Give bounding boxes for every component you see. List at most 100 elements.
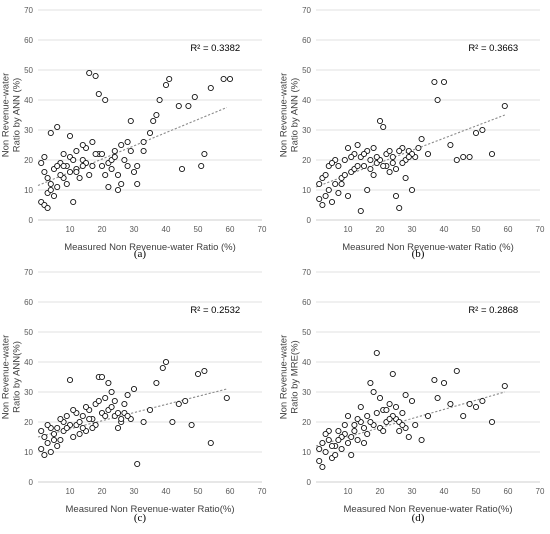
data-point bbox=[86, 171, 93, 179]
y-axis-title-line: Ratio by ANN (%) bbox=[12, 78, 23, 152]
y-tick-label: 10 bbox=[302, 186, 311, 195]
data-point bbox=[194, 370, 202, 378]
data-point bbox=[140, 418, 147, 426]
data-point bbox=[440, 379, 448, 387]
y-axis-title-line: Non Revenue-water bbox=[279, 73, 290, 158]
data-point bbox=[140, 138, 147, 146]
x-tick-label: 50 bbox=[472, 487, 481, 496]
data-point bbox=[182, 397, 189, 405]
data-point bbox=[332, 451, 339, 459]
chart-panel-2: 0 10 20 30 40 50 60 70 10 20 30 40 50 60 70 R² = 0.3663… bbox=[279, 6, 545, 260]
data-point bbox=[102, 171, 109, 179]
y-axis-title-line: Non Revenue-water bbox=[1, 335, 12, 420]
data-point bbox=[412, 421, 419, 429]
y-tick-label: 50 bbox=[24, 328, 33, 337]
y-axis-title-line: Non Revenue-water bbox=[1, 73, 12, 158]
data-point bbox=[399, 409, 406, 417]
x-axis-title: Measured Non Revenue-water Ratio (%) bbox=[64, 242, 236, 253]
x-tick-label: 50 bbox=[194, 487, 203, 496]
y-tick-label: 10 bbox=[302, 448, 311, 457]
y-axis-title-line: Ratio by ANN(%) bbox=[12, 341, 23, 413]
data-point bbox=[66, 132, 74, 140]
data-point bbox=[344, 439, 352, 447]
data-point bbox=[134, 162, 141, 170]
y-tick-label: 40 bbox=[302, 96, 311, 105]
data-point bbox=[367, 165, 374, 173]
data-point bbox=[319, 201, 326, 209]
data-point bbox=[322, 192, 329, 200]
data-point bbox=[124, 391, 131, 399]
panel-label: (b) bbox=[412, 248, 425, 260]
data-point bbox=[54, 123, 61, 131]
panel-label: (c) bbox=[134, 512, 147, 524]
data-point bbox=[418, 135, 425, 143]
data-point bbox=[54, 442, 61, 450]
x-tick-label: 60 bbox=[226, 487, 235, 496]
data-point bbox=[121, 400, 128, 408]
y-axis-title: Non Revenue-waterRatio by ANN (%) bbox=[279, 73, 301, 158]
x-tick-label: 20 bbox=[376, 225, 385, 234]
data-point bbox=[364, 430, 371, 438]
y-tick-label: 30 bbox=[302, 388, 311, 397]
data-point bbox=[89, 138, 96, 146]
data-point bbox=[351, 427, 358, 435]
data-point bbox=[354, 162, 361, 170]
data-point bbox=[47, 129, 54, 137]
y-tick-label: 40 bbox=[24, 96, 33, 105]
data-point bbox=[341, 421, 348, 429]
data-point bbox=[38, 159, 45, 167]
y-tick-label: 0 bbox=[29, 216, 34, 225]
data-point bbox=[453, 367, 460, 375]
data-point bbox=[431, 376, 438, 384]
y-tick-label: 70 bbox=[302, 268, 311, 277]
y-tick-label: 60 bbox=[24, 298, 33, 307]
x-tick-label: 10 bbox=[344, 487, 353, 496]
data-point bbox=[89, 162, 96, 170]
data-point bbox=[434, 96, 441, 104]
data-point bbox=[41, 168, 48, 176]
data-point bbox=[316, 195, 323, 203]
data-point bbox=[79, 141, 86, 149]
y-tick-label: 70 bbox=[24, 6, 33, 15]
x-tick-label: 60 bbox=[504, 225, 513, 234]
data-point bbox=[364, 186, 371, 194]
data-point bbox=[89, 424, 96, 432]
data-point bbox=[153, 379, 160, 387]
y-tick-label: 10 bbox=[24, 448, 33, 457]
data-point bbox=[169, 418, 176, 426]
data-point bbox=[111, 147, 118, 155]
data-point bbox=[130, 168, 138, 176]
y-tick-label: 20 bbox=[24, 418, 33, 427]
data-point bbox=[98, 162, 106, 170]
panel-label: (d) bbox=[412, 512, 425, 524]
data-point bbox=[60, 150, 67, 158]
data-point bbox=[402, 391, 409, 399]
data-point bbox=[54, 424, 61, 432]
data-point bbox=[153, 111, 160, 119]
data-point bbox=[335, 189, 342, 197]
data-point bbox=[63, 180, 70, 188]
x-axis-title: Measured Non Revenue-water Ratio(%) bbox=[66, 504, 235, 515]
data-point bbox=[386, 147, 393, 155]
data-point bbox=[360, 424, 368, 432]
data-point bbox=[424, 150, 432, 158]
x-tick-label: 40 bbox=[162, 225, 171, 234]
data-point bbox=[57, 171, 64, 179]
x-axis-title: Measured Non Revenue-water Ratio (%) bbox=[342, 242, 514, 253]
y-tick-label: 50 bbox=[302, 328, 311, 337]
x-tick-label: 70 bbox=[258, 225, 267, 234]
data-point bbox=[370, 388, 377, 396]
data-point bbox=[226, 75, 234, 83]
data-point bbox=[325, 436, 332, 444]
data-point bbox=[466, 400, 473, 408]
data-point bbox=[57, 415, 64, 423]
data-point bbox=[408, 186, 416, 194]
data-point bbox=[92, 72, 99, 80]
y-axis-title-line: Ratio by ANN (%) bbox=[290, 78, 301, 152]
y-tick-label: 30 bbox=[302, 126, 311, 135]
data-point bbox=[370, 171, 377, 179]
data-point bbox=[121, 156, 128, 164]
x-tick-label: 60 bbox=[226, 225, 235, 234]
data-point bbox=[396, 147, 403, 155]
